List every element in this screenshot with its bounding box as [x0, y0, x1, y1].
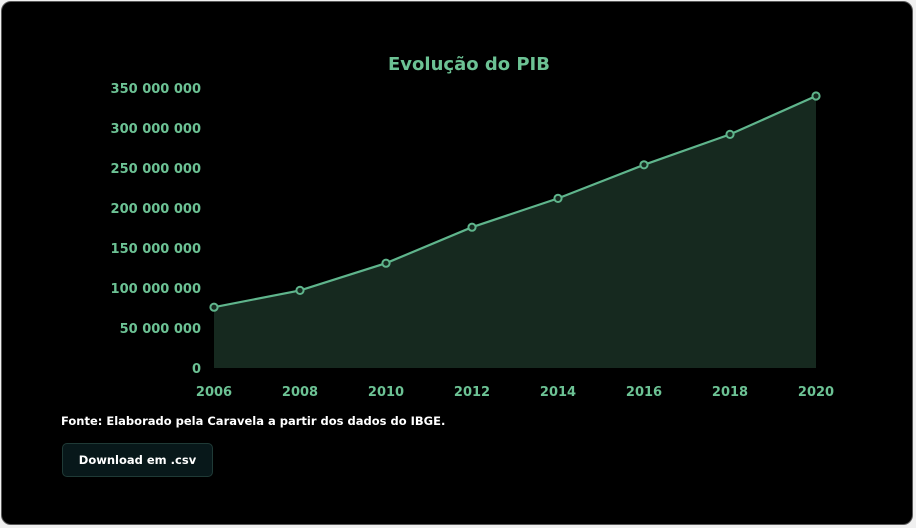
x-tick-label: 2010 — [368, 385, 404, 400]
y-tick-label: 100 000 000 — [111, 282, 201, 297]
y-tick-label: 300 000 000 — [111, 122, 201, 137]
data-point[interactable] — [811, 91, 821, 101]
y-tick-label: 200 000 000 — [111, 202, 201, 217]
data-point[interactable] — [209, 302, 219, 312]
x-tick-label: 2012 — [454, 385, 490, 400]
y-axis: 0 50 000 000 100 000 000 150 000 000 200 000… — [111, 82, 201, 377]
data-point[interactable] — [553, 193, 563, 203]
y-tick-label: 150 000 000 — [111, 242, 201, 257]
y-tick-label: 250 000 000 — [111, 162, 201, 177]
chart-title: Evolução do PIB — [388, 54, 550, 75]
y-tick-label: 0 — [192, 362, 201, 377]
data-point[interactable] — [639, 160, 649, 170]
x-tick-label: 2008 — [282, 385, 318, 400]
x-tick-label: 2020 — [798, 385, 834, 400]
series-line — [213, 94, 817, 309]
data-point[interactable] — [467, 222, 477, 232]
source-note: Fonte: Elaborado pela Caravela a partir … — [61, 414, 446, 428]
x-axis: 2006 2008 2010 2012 2014 2016 2018 2020 — [196, 385, 834, 400]
y-tick-label: 50 000 000 — [120, 322, 201, 337]
x-tick-label: 2018 — [712, 385, 748, 400]
x-tick-label: 2014 — [540, 385, 576, 400]
x-tick-label: 2016 — [626, 385, 662, 400]
pib-area-chart: Evolução do PIB 0 50 000 000 100 000 000 15… — [111, 54, 835, 400]
data-point[interactable] — [295, 285, 305, 295]
y-tick-label: 350 000 000 — [111, 82, 201, 97]
plot-area — [209, 91, 821, 368]
download-csv-button[interactable]: Download em .csv — [62, 443, 213, 477]
data-point[interactable] — [725, 129, 735, 139]
data-point[interactable] — [381, 258, 391, 268]
area-fill — [214, 96, 816, 368]
x-tick-label: 2006 — [196, 385, 232, 400]
